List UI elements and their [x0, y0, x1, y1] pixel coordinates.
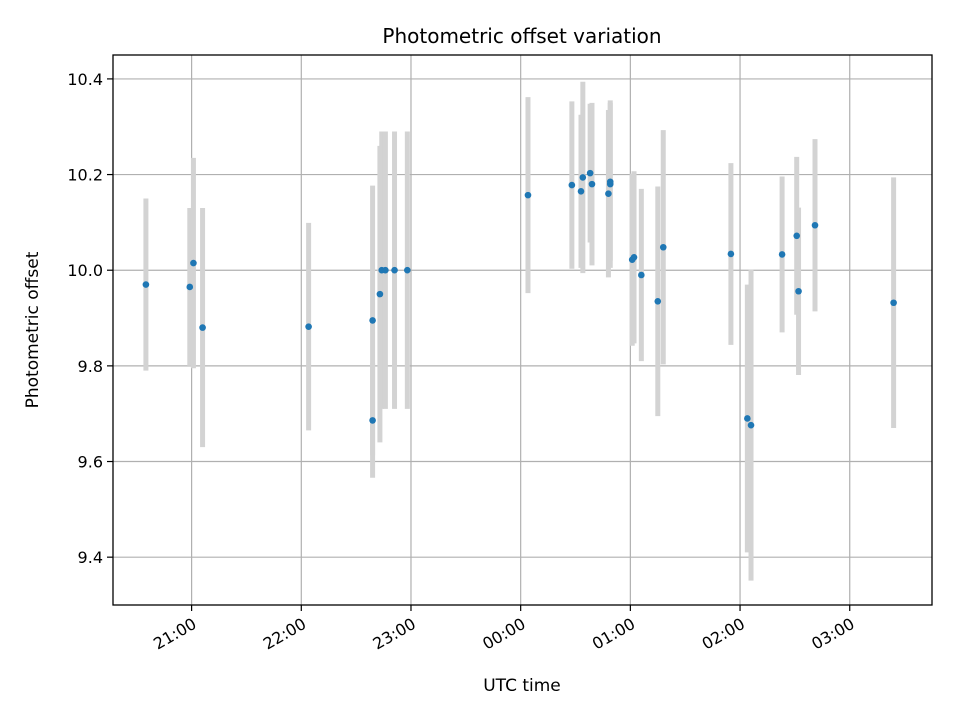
data-point	[568, 181, 576, 189]
data-point	[369, 317, 376, 324]
x-axis-label: UTC time	[483, 676, 561, 696]
y-axis-ticks: 9.4 9.6 9.8 10.0 10.2 10.4	[67, 70, 113, 567]
y-tick-label: 9.8	[78, 357, 103, 376]
data-point	[404, 266, 411, 274]
data-point	[606, 178, 614, 186]
data-point	[305, 323, 312, 330]
data-point	[369, 417, 376, 424]
chart-title: Photometric offset variation	[382, 24, 661, 48]
data-point	[659, 243, 667, 251]
data-point	[382, 266, 389, 274]
plot-frame	[112, 54, 933, 606]
y-tick-label: 10.0	[67, 261, 103, 280]
data-point	[586, 169, 594, 177]
data-point	[588, 180, 596, 188]
data-point	[747, 421, 755, 429]
data-point	[186, 283, 194, 291]
data-point	[638, 271, 645, 279]
y-tick-label: 10.4	[67, 70, 103, 89]
y-tick-label: 10.2	[67, 166, 103, 185]
data-point	[376, 290, 384, 298]
data-point	[793, 232, 801, 240]
data-point	[391, 266, 398, 274]
data-point	[654, 298, 662, 305]
data-point	[142, 281, 150, 288]
data-point	[811, 221, 819, 229]
data-point	[630, 254, 638, 261]
data-point	[778, 251, 786, 258]
data-point	[190, 259, 197, 267]
data-point	[890, 299, 897, 307]
data-point	[577, 188, 585, 195]
data-point	[727, 250, 735, 258]
data-point	[744, 415, 751, 422]
data-point	[199, 324, 206, 331]
data-point	[605, 190, 612, 197]
data-points	[142, 169, 897, 429]
data-point	[524, 191, 532, 199]
data-point	[795, 287, 802, 295]
y-tick-label: 9.4	[78, 548, 103, 567]
data-point	[579, 174, 587, 181]
y-tick-label: 9.6	[78, 453, 103, 472]
y-axis-label: Photometric offset	[23, 251, 43, 408]
